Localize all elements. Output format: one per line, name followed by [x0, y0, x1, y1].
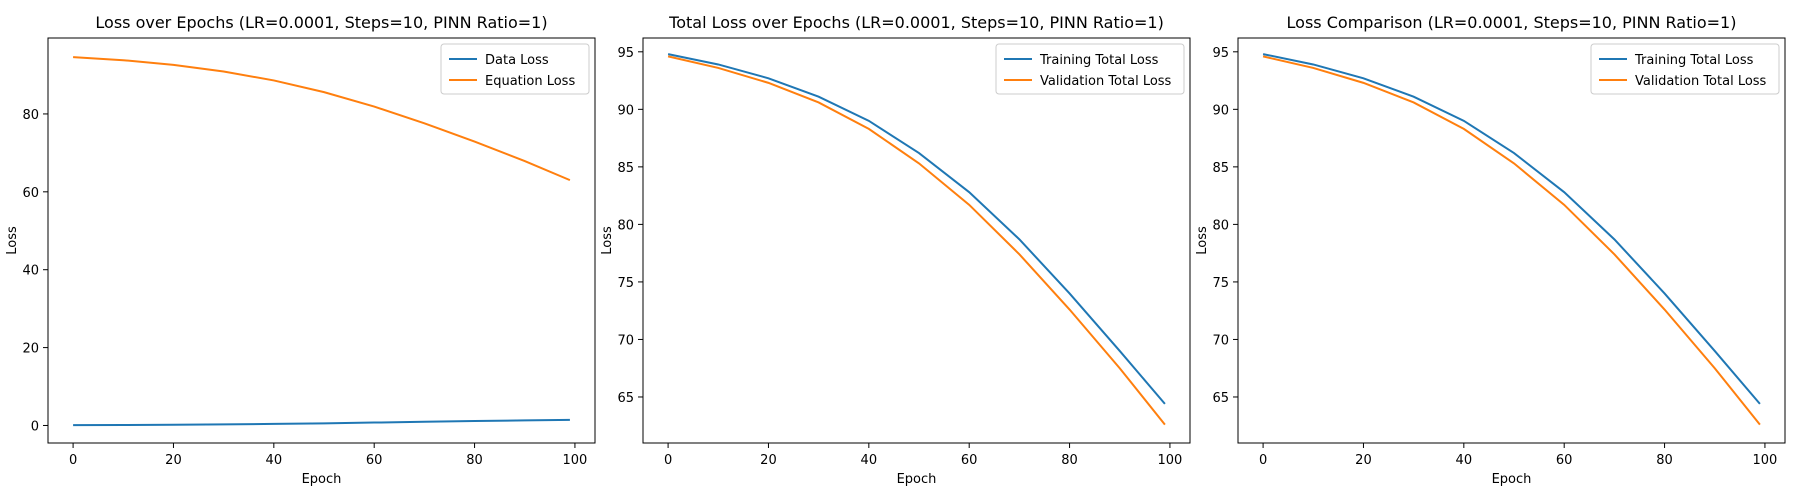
y-tick-label: 85	[1212, 161, 1229, 176]
y-tick-label: 40	[22, 264, 39, 279]
legend-entry-label: Validation Total Loss	[1040, 74, 1172, 89]
x-tick-label: 60	[366, 453, 383, 468]
series-line-data-loss	[73, 418, 570, 427]
y-tick-label: 85	[617, 161, 634, 176]
series-line-validation-total-loss	[1262, 55, 1761, 426]
y-tick-label: 95	[617, 46, 634, 61]
x-tick-label: 80	[1656, 453, 1673, 468]
y-tick-label: 75	[617, 276, 634, 291]
x-tick-label: 40	[1456, 453, 1473, 468]
x-axis-label: Epoch	[1492, 472, 1532, 487]
legend-entry-label: Training Total Loss	[1039, 53, 1159, 68]
y-tick-label: 80	[22, 108, 39, 123]
y-tick-label: 65	[617, 391, 634, 406]
chart-title: Total Loss over Epochs (LR=0.0001, Steps…	[668, 13, 1164, 32]
x-tick-label: 0	[1259, 453, 1267, 468]
y-axis-label: Loss	[1195, 226, 1210, 255]
x-tick-label: 40	[861, 453, 878, 468]
series-line-training-total-loss	[1262, 53, 1761, 405]
x-axis-label: Epoch	[302, 472, 342, 487]
x-tick-label: 60	[1556, 453, 1573, 468]
chart-title: Loss Comparison (LR=0.0001, Steps=10, PI…	[1287, 13, 1737, 32]
series-line-training-total-loss	[667, 53, 1166, 405]
y-tick-label: 65	[1212, 391, 1229, 406]
y-tick-label: 90	[617, 103, 634, 118]
x-tick-label: 40	[266, 453, 283, 468]
axes-frame	[47, 37, 596, 444]
legend-box	[1590, 43, 1780, 95]
x-tick-label: 60	[961, 453, 978, 468]
chart-panel-3: 0 20 40 60 80 100 65 70 75 80 85 90 95 Loss Compariso…	[1195, 13, 1786, 487]
series-line-equation-loss	[73, 56, 571, 182]
chart-title: Loss over Epochs (LR=0.0001, Steps=10, P…	[95, 13, 547, 32]
axes-frame	[642, 37, 1191, 444]
x-tick-label: 20	[1355, 453, 1372, 468]
x-tick-label: 0	[69, 453, 77, 468]
x-tick-label: 80	[466, 453, 483, 468]
y-tick-label: 95	[1212, 46, 1229, 61]
y-tick-label: 0	[31, 419, 39, 434]
legend: Training Total Loss Validation Total Loss	[1590, 43, 1780, 95]
x-tick-label: 20	[165, 453, 182, 468]
chart-panel-2: 0 20 40 60 80 100 65 70 75 80 85 90 95 Total Loss ove…	[600, 13, 1191, 487]
y-tick-label: 75	[1212, 276, 1229, 291]
x-tick-label: 80	[1061, 453, 1078, 468]
axes-frame	[1237, 37, 1786, 444]
chart-panel-1: 0 20 40 60 80 100 0 20 40 60 80 Loss over Epochs (L…	[5, 13, 596, 487]
y-tick-label: 90	[1212, 103, 1229, 118]
legend-entry-label: Validation Total Loss	[1635, 74, 1767, 89]
y-axis-label: Loss	[5, 226, 20, 255]
x-tick-label: 0	[664, 453, 672, 468]
x-tick-label: 100	[1753, 453, 1778, 468]
y-tick-label: 80	[1212, 218, 1229, 233]
series-line-validation-total-loss	[667, 55, 1166, 426]
legend-box	[995, 43, 1185, 95]
x-tick-label: 100	[563, 453, 588, 468]
x-tick-label: 20	[760, 453, 777, 468]
legend-entry-label: Data Loss	[485, 53, 549, 68]
legend-entry-label: Training Total Loss	[1634, 53, 1754, 68]
y-axis-label: Loss	[600, 226, 615, 255]
legend-box	[440, 43, 590, 95]
legend-entry-label: Equation Loss	[485, 74, 575, 89]
legend: Data Loss Equation Loss	[440, 43, 590, 95]
y-tick-label: 20	[22, 342, 39, 357]
x-axis-label: Epoch	[897, 472, 937, 487]
y-tick-label: 60	[22, 186, 39, 201]
y-tick-label: 70	[1212, 333, 1229, 348]
y-tick-label: 80	[617, 218, 634, 233]
legend: Training Total Loss Validation Total Loss	[995, 43, 1185, 95]
x-tick-label: 100	[1158, 453, 1183, 468]
y-tick-label: 70	[617, 333, 634, 348]
